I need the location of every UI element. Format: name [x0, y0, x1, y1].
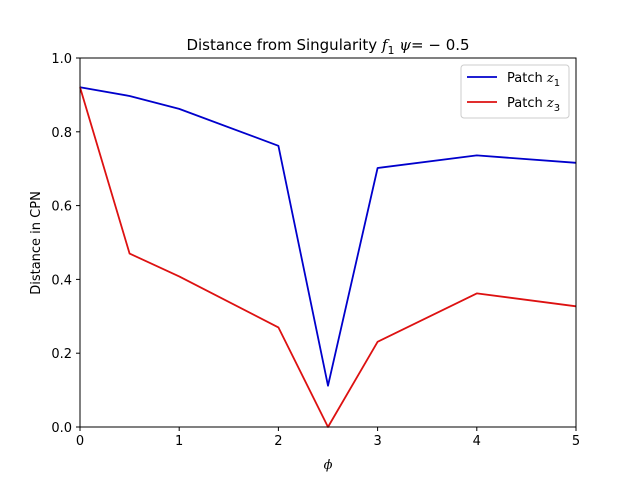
legend-label-series-2: Patch z3	[507, 96, 560, 114]
legend: Patch z1 Patch z3	[460, 64, 570, 119]
y-axis-label: Distance in CPN	[29, 191, 44, 295]
series-layer	[79, 86, 577, 428]
y-tick-label: 0.6	[51, 200, 72, 215]
y-tick-label: 0.2	[51, 347, 72, 362]
x-tick-label: 5	[572, 434, 580, 449]
legend-label-series-1: Patch z1	[507, 71, 560, 89]
series-line-2	[79, 86, 577, 428]
ticks-layer: 0 1 2 3 4 5 0.0 0.2 0.4 0.6 0.8 1.0	[51, 52, 580, 449]
x-tick-label: 1	[175, 434, 183, 449]
y-tick-label: 1.0	[51, 52, 72, 67]
x-tick-label: 0	[76, 434, 84, 449]
y-tick-label: 0.8	[51, 126, 72, 141]
x-axis-label: ϕ	[324, 458, 333, 473]
y-tick-label: 0.0	[51, 421, 72, 436]
legend-box	[460, 64, 570, 119]
x-tick-label: 2	[274, 434, 282, 449]
x-tick-label: 4	[473, 434, 481, 449]
chart-title: Distance from Singularity f1 ψ= − 0.5	[186, 36, 469, 57]
y-tick-label: 0.4	[51, 273, 72, 288]
x-tick-label: 3	[373, 434, 381, 449]
axes-frame	[79, 57, 577, 428]
series-line-1	[79, 86, 577, 387]
